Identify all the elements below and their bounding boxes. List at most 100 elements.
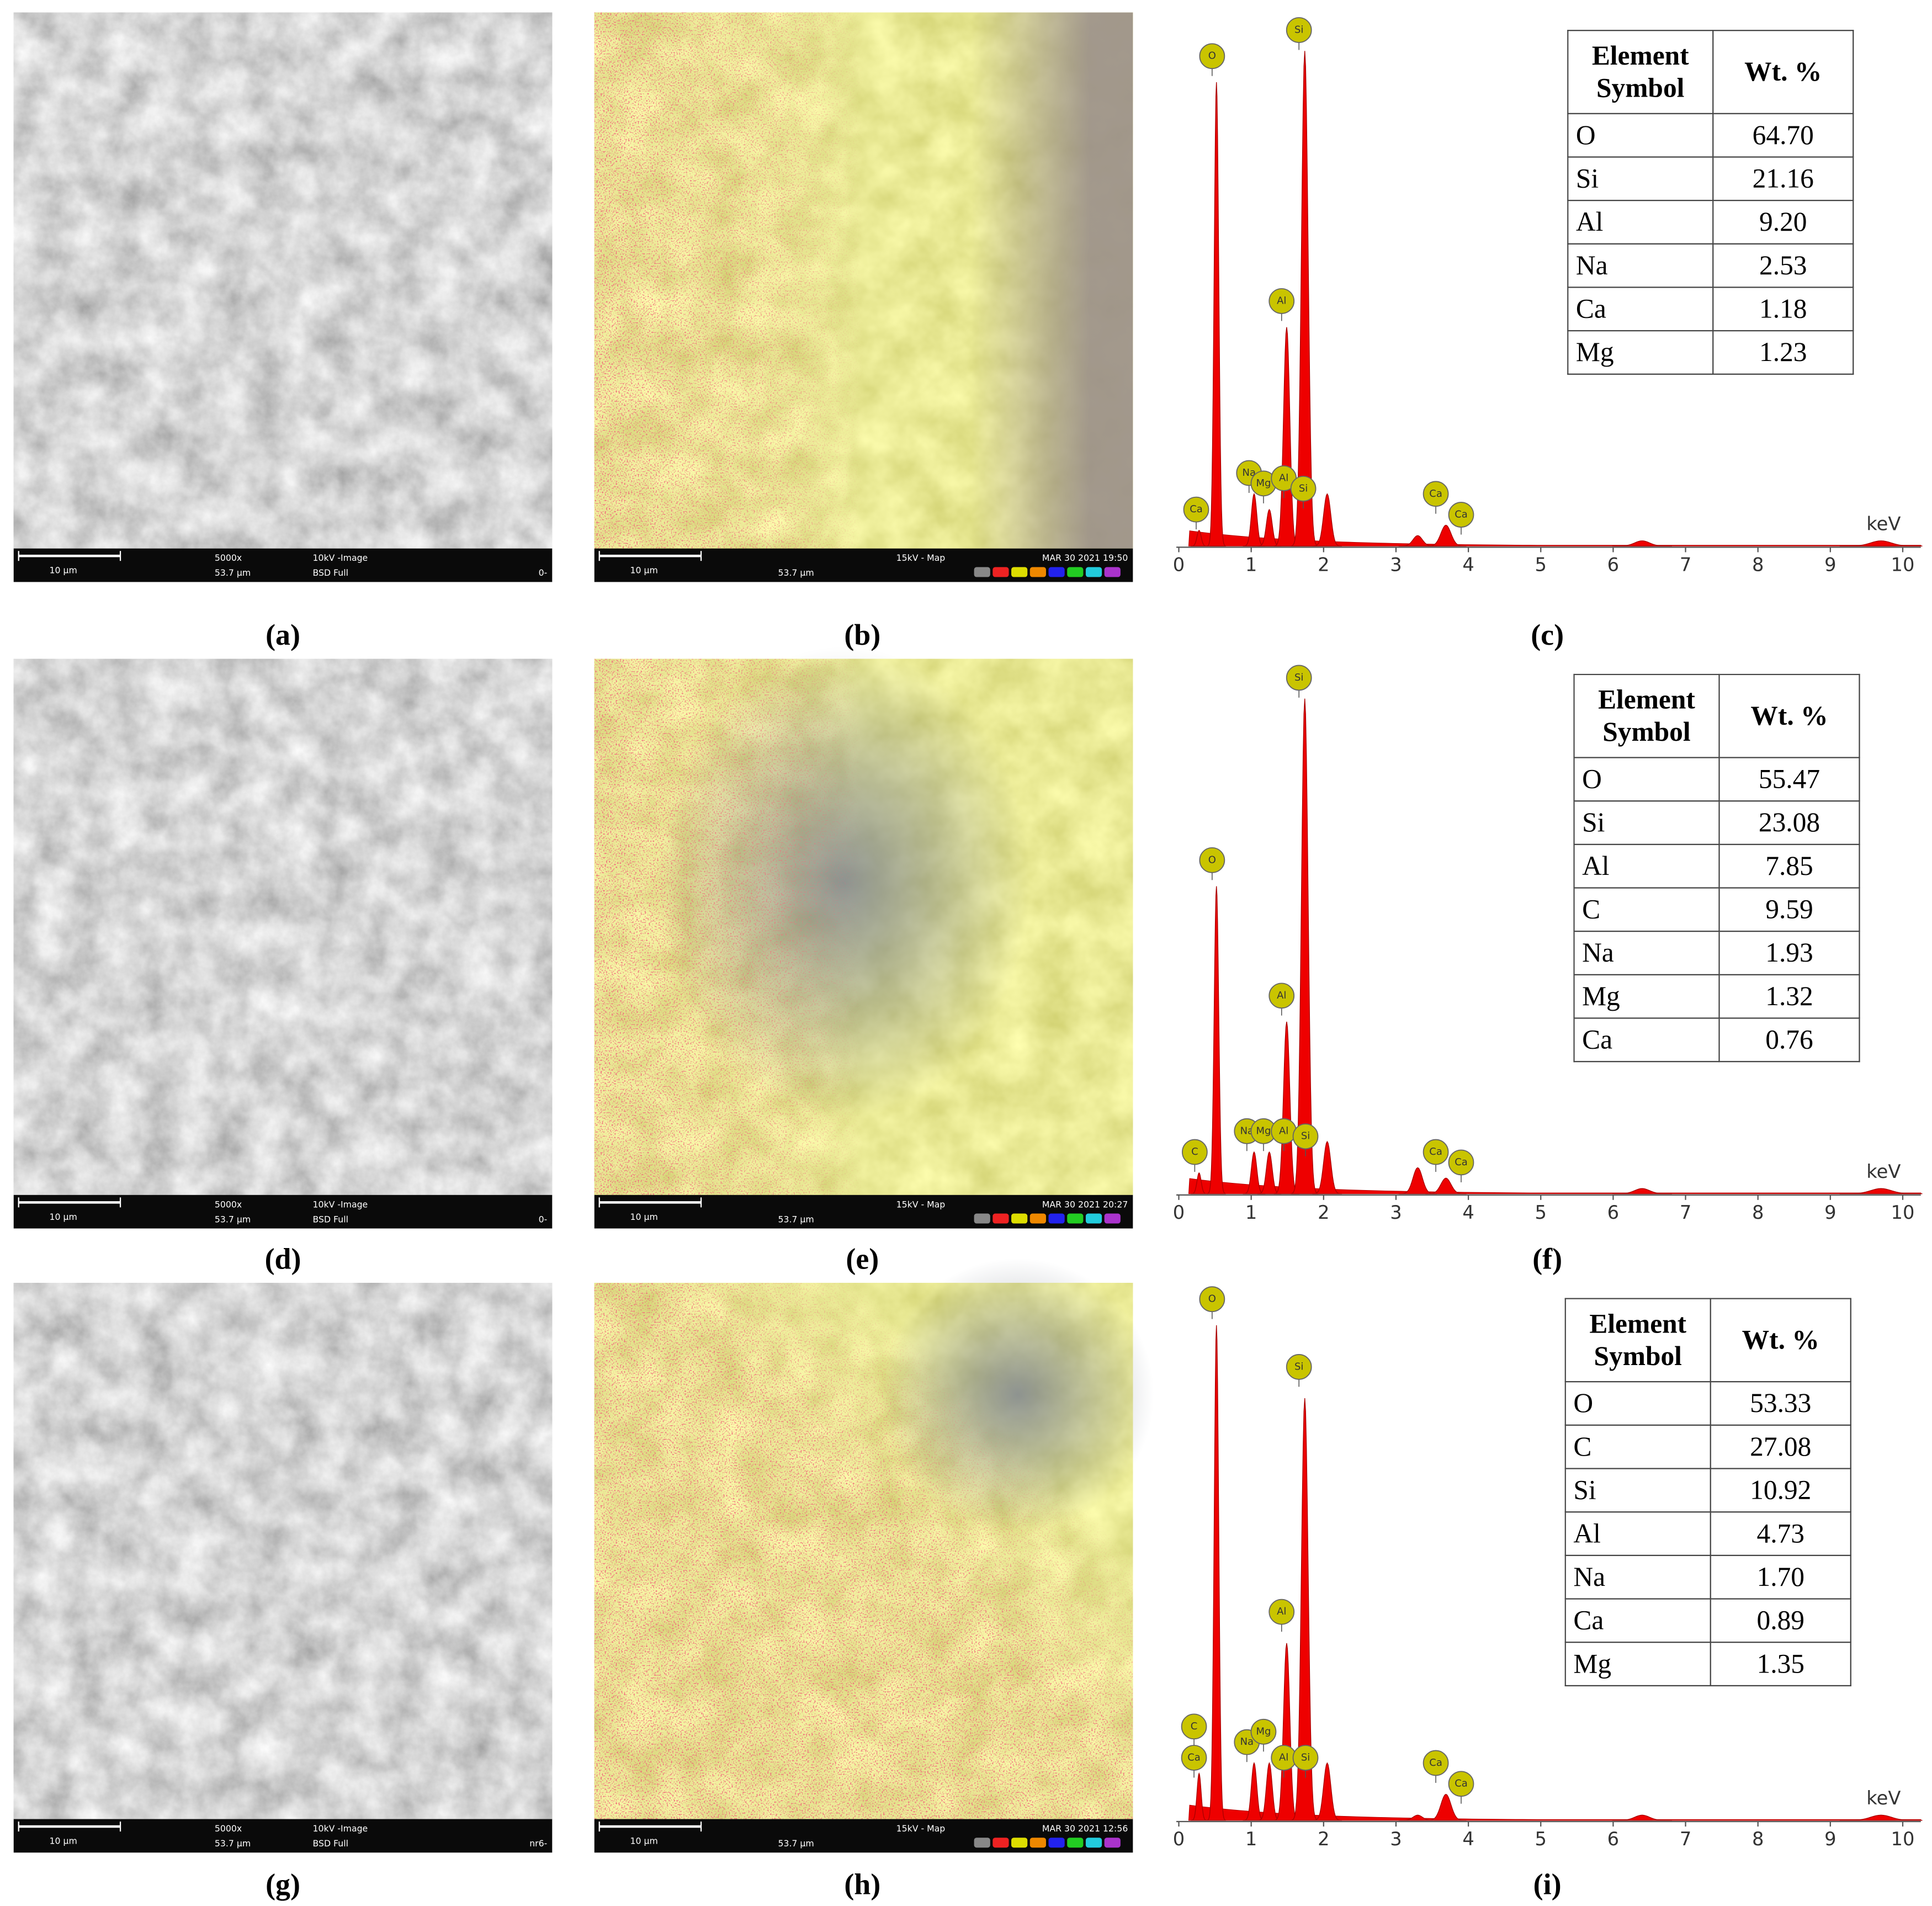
x-tick-label: 1 (1245, 554, 1257, 576)
peak-label: Si (1294, 672, 1303, 683)
map-legend-swatch (1048, 567, 1065, 577)
x-tick-label: 0 (1173, 1828, 1185, 1850)
x-axis-label: keV (1866, 1161, 1901, 1182)
panel-label: (i) (1533, 1868, 1562, 1901)
element-cell: O (1564, 1381, 1711, 1426)
map-legend-swatch (1104, 567, 1121, 577)
value-cell: 21.16 (1712, 156, 1854, 201)
peak-label-marker (1199, 43, 1225, 70)
table-row: Al 9.20 (1567, 200, 1854, 245)
value-cell: 64.70 (1712, 113, 1854, 158)
table-row: Ca 0.76 (1573, 1017, 1860, 1063)
spectrum-peak (1273, 1021, 1300, 1194)
map-legend-swatch (1011, 1213, 1028, 1224)
table-header-row: Element Symbol Wt. % (1567, 30, 1854, 114)
peak-label: Al (1277, 1606, 1286, 1617)
x-tick-label: 2 (1318, 554, 1329, 576)
spectrum-peak (1291, 51, 1319, 546)
element-cell: Al (1567, 200, 1714, 245)
peak-label-marker (1250, 1718, 1277, 1745)
element-cell: Na (1573, 931, 1720, 975)
map-legend-swatch (1067, 567, 1084, 577)
peak-label: Si (1301, 1751, 1310, 1763)
peak-label: Na (1240, 1125, 1254, 1137)
x-tick-label: 9 (1824, 1202, 1836, 1223)
x-tick-label: 6 (1607, 1202, 1619, 1223)
map-legend-swatch (1067, 1838, 1084, 1848)
element-speckle (594, 1283, 1133, 1819)
peak-label-marker (1181, 1745, 1207, 1771)
element-cell: Si (1573, 800, 1720, 845)
map-legend-swatch (1048, 1213, 1065, 1224)
composition-table: Element Symbol Wt. % O 55.47 Si 23.08 Al 7.85 C 9… (1573, 673, 1860, 1063)
scale-bar-label: 10 µm (49, 1212, 77, 1222)
panel-label: (h) (844, 1868, 880, 1901)
value-cell: 9.20 (1712, 200, 1854, 245)
value-cell: 7.85 (1718, 843, 1860, 889)
peak-label: Mg (1256, 1125, 1271, 1137)
table-header-row: Element Symbol Wt. % (1573, 673, 1860, 758)
spectrum-peak (1207, 1325, 1226, 1821)
sem-image (13, 12, 553, 549)
peak-label: C (1191, 1721, 1198, 1732)
value-cell: 1.18 (1712, 286, 1854, 332)
x-axis-label: keV (1866, 1787, 1901, 1809)
element-cell: Na (1564, 1554, 1711, 1600)
value-cell: 4.73 (1710, 1511, 1851, 1556)
peak-label-marker (1290, 475, 1317, 502)
element-cell: O (1573, 757, 1720, 802)
table-header: Element Symbol (1564, 1298, 1711, 1383)
spectrum-peak (1190, 529, 1208, 546)
scale-bar-label: 10 µm (49, 1836, 77, 1846)
x-tick-label: 6 (1607, 554, 1619, 576)
x-tick-label: 7 (1680, 1828, 1691, 1850)
info-bar (13, 1194, 553, 1229)
spectrum-peak (1612, 1188, 1672, 1194)
spectrum-peak (1398, 1167, 1437, 1194)
table-row: Mg 1.32 (1573, 974, 1860, 1019)
peak-label: Mg (1256, 1726, 1271, 1737)
scale-bar-label: 10 µm (630, 1836, 658, 1846)
spectrum-peak (1291, 698, 1319, 1194)
peak-label-marker (1448, 1771, 1474, 1797)
field-width: 53.7 µm (778, 1838, 814, 1849)
value-cell: 27.08 (1710, 1424, 1851, 1469)
x-tick-label: 5 (1535, 1202, 1547, 1223)
element-cell: O (1567, 113, 1714, 158)
element-cell: Ca (1573, 1017, 1720, 1063)
mode: 15kV - Map (896, 553, 946, 563)
value-cell: 0.76 (1718, 1017, 1860, 1063)
map-legend-swatch (974, 1838, 990, 1848)
magnification: 5000x (215, 1199, 242, 1209)
table-header: Wt. % (1710, 1298, 1851, 1383)
map-legend-swatch (1104, 1213, 1121, 1224)
spectrum-peak (1840, 1814, 1922, 1821)
detector: BSD Full (312, 1214, 348, 1224)
detector: BSD Full (312, 1838, 348, 1849)
peak-label-marker (1181, 1139, 1208, 1165)
table-row: Mg 1.23 (1567, 330, 1854, 375)
map-legend-swatch (1085, 1838, 1102, 1848)
element-cell: Al (1564, 1511, 1711, 1556)
peak-label: Na (1243, 467, 1256, 479)
spectrum-peak (1425, 524, 1467, 546)
x-tick-label: 0 (1173, 1202, 1185, 1223)
peak-label: Si (1301, 1130, 1310, 1142)
map-legend-swatch (992, 1213, 1009, 1224)
x-tick-label: 7 (1680, 1202, 1691, 1223)
table-row: Na 2.53 (1567, 243, 1854, 288)
peak-label: Ca (1455, 1778, 1468, 1790)
peak-label: Ca (1187, 1751, 1201, 1763)
peak-label: Al (1279, 472, 1288, 484)
scale-bar-label: 10 µm (630, 1212, 658, 1222)
panel-label: (f) (1532, 1243, 1562, 1276)
peak-label-marker (1292, 1123, 1319, 1150)
map-legend-swatch (992, 567, 1009, 577)
spectrum-peak (1312, 1140, 1342, 1194)
element-cell: Al (1573, 843, 1720, 889)
table-row: Ca 0.89 (1564, 1598, 1851, 1643)
x-tick-label: 8 (1752, 1828, 1764, 1850)
element-cell: Si (1567, 156, 1714, 201)
